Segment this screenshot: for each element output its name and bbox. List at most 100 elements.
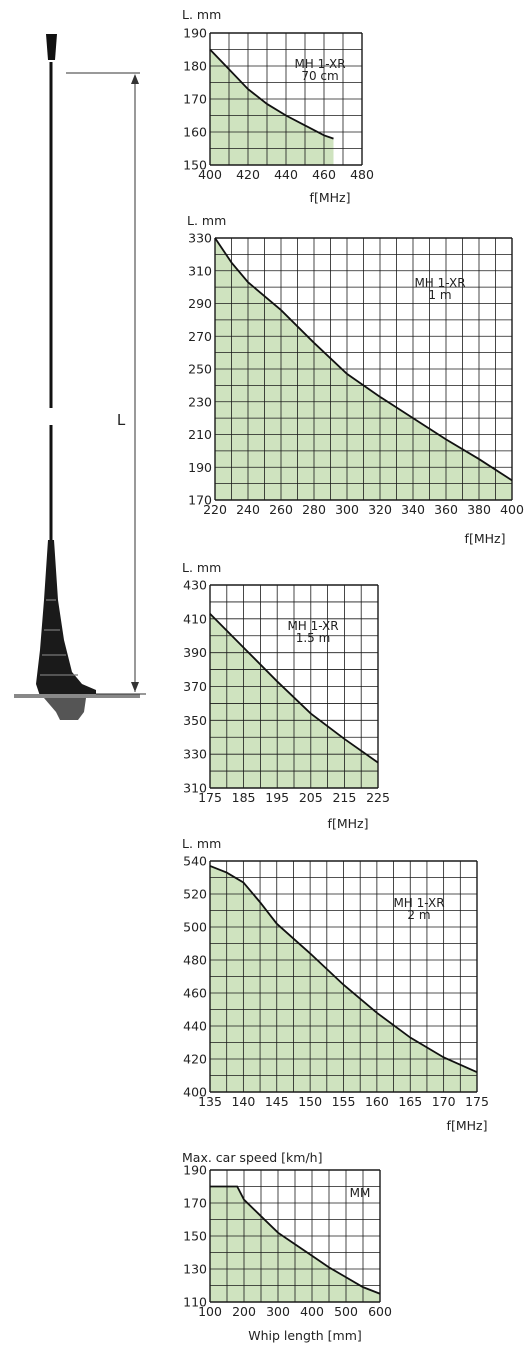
y-tick-label: 400 <box>183 1085 207 1100</box>
chart-annotation: 1 m <box>428 288 451 302</box>
x-tick-label: 160 <box>365 1094 389 1109</box>
x-tick-label: 150 <box>298 1094 322 1109</box>
x-tick-label: 145 <box>265 1094 289 1109</box>
x-tick-label: 400 <box>198 167 222 182</box>
antenna-mount-plate <box>14 694 140 698</box>
x-tick-label: 220 <box>203 502 227 517</box>
y-tick-label: 500 <box>183 920 207 935</box>
y-tick-label: 160 <box>183 125 207 140</box>
y-tick-label: 330 <box>183 747 207 762</box>
charts-group: 400 420 440 460 480 150 160 170 180 190 L. mm f[MHz… <box>182 7 524 1343</box>
chart-annotation: MH 1-XR <box>414 276 465 290</box>
chart-4: 135 140 145 150 155 160 165 170 175 400 420 440 460 4… <box>182 836 489 1133</box>
x-tick-label: 400 <box>500 502 524 517</box>
y-tick-label: 170 <box>188 493 212 508</box>
chart-annotation: MH 1-XR <box>393 896 444 910</box>
y-tick-label: 150 <box>183 1229 207 1244</box>
x-axis-label: Whip length [mm] <box>248 1328 362 1343</box>
chart-2: 220 240 260 280 300 320 340 360 380 400 170 190 210 2… <box>187 213 524 546</box>
chart-3-curve <box>209 613 379 764</box>
y-tick-label: 250 <box>188 362 212 377</box>
x-tick-label: 225 <box>366 790 390 805</box>
y-axis-label: L. mm <box>182 7 221 22</box>
antenna-spring-highlight <box>40 599 78 676</box>
x-tick-label: 260 <box>269 502 293 517</box>
chart-annotation: MH 1-XR <box>294 57 345 71</box>
chart-annotation: 2 m <box>407 908 430 922</box>
x-tick-label: 170 <box>432 1094 456 1109</box>
x-tick-label: 400 <box>300 1304 324 1319</box>
x-tick-label: 360 <box>434 502 458 517</box>
y-tick-label: 330 <box>188 231 212 246</box>
x-axis-label: f[MHz] <box>465 531 506 546</box>
y-tick-label: 270 <box>188 329 212 344</box>
dimension-label: L <box>117 411 126 429</box>
x-axis-label: f[MHz] <box>328 816 369 831</box>
chart-4-curve <box>209 865 478 1074</box>
y-tick-label: 370 <box>183 679 207 694</box>
x-axis-label: f[MHz] <box>310 190 351 205</box>
x-tick-label: 380 <box>467 502 491 517</box>
chart-1-curve <box>209 48 334 140</box>
dimension-arrow-bottom <box>131 682 139 692</box>
x-tick-label: 195 <box>265 790 289 805</box>
antenna-spring-base <box>36 540 96 696</box>
y-axis-label: Max. car speed [km/h] <box>182 1150 322 1165</box>
y-tick-label: 230 <box>188 394 212 409</box>
y-tick-label: 430 <box>183 578 207 593</box>
x-tick-label: 205 <box>299 790 323 805</box>
y-tick-label: 460 <box>183 986 207 1001</box>
x-tick-label: 155 <box>332 1094 356 1109</box>
x-tick-label: 340 <box>401 502 425 517</box>
y-tick-label: 350 <box>183 713 207 728</box>
y-tick-label: 110 <box>183 1295 207 1310</box>
y-tick-label: 190 <box>188 460 212 475</box>
y-tick-label: 540 <box>183 854 207 869</box>
y-tick-label: 190 <box>183 26 207 41</box>
y-tick-label: 190 <box>183 1163 207 1178</box>
y-tick-label: 150 <box>183 158 207 173</box>
y-tick-label: 310 <box>188 263 212 278</box>
x-tick-label: 480 <box>350 167 374 182</box>
y-tick-label: 440 <box>183 1019 207 1034</box>
chart-5-grid <box>209 1169 381 1303</box>
x-tick-label: 185 <box>232 790 256 805</box>
x-tick-label: 215 <box>332 790 356 805</box>
x-tick-label: 100 <box>198 1304 222 1319</box>
chart-annotation: 70 cm <box>301 69 338 83</box>
chart-3-grid <box>209 584 379 789</box>
x-tick-label: 300 <box>266 1304 290 1319</box>
x-tick-label: 165 <box>398 1094 422 1109</box>
y-tick-label: 520 <box>183 887 207 902</box>
y-tick-label: 480 <box>183 953 207 968</box>
x-tick-label: 200 <box>232 1304 256 1319</box>
chart-5-curve <box>210 1185 381 1295</box>
y-tick-label: 410 <box>183 611 207 626</box>
dimension-arrow-top <box>131 74 139 84</box>
x-tick-label: 420 <box>236 167 260 182</box>
x-tick-label: 500 <box>334 1304 358 1319</box>
y-axis-label: L. mm <box>182 836 221 851</box>
x-tick-label: 600 <box>368 1304 392 1319</box>
x-axis-label: f[MHz] <box>447 1118 488 1133</box>
antenna-illustration: L <box>14 34 146 720</box>
y-tick-label: 170 <box>183 92 207 107</box>
chart-4-grid <box>209 860 478 1093</box>
y-tick-label: 180 <box>183 59 207 74</box>
chart-annotation: MM <box>350 1186 371 1200</box>
chart-2-curve <box>214 237 513 482</box>
antenna-mount-bracket <box>44 698 86 720</box>
x-tick-label: 175 <box>465 1094 489 1109</box>
y-tick-label: 390 <box>183 645 207 660</box>
x-tick-label: 240 <box>236 502 260 517</box>
y-axis-label: L. mm <box>182 560 221 575</box>
chart-annotation: MH 1-XR <box>287 619 338 633</box>
x-tick-label: 320 <box>368 502 392 517</box>
antenna-tip <box>46 34 57 60</box>
chart-2-grid <box>214 237 513 501</box>
y-tick-label: 130 <box>183 1262 207 1277</box>
x-tick-label: 135 <box>198 1094 222 1109</box>
y-tick-label: 170 <box>183 1196 207 1211</box>
